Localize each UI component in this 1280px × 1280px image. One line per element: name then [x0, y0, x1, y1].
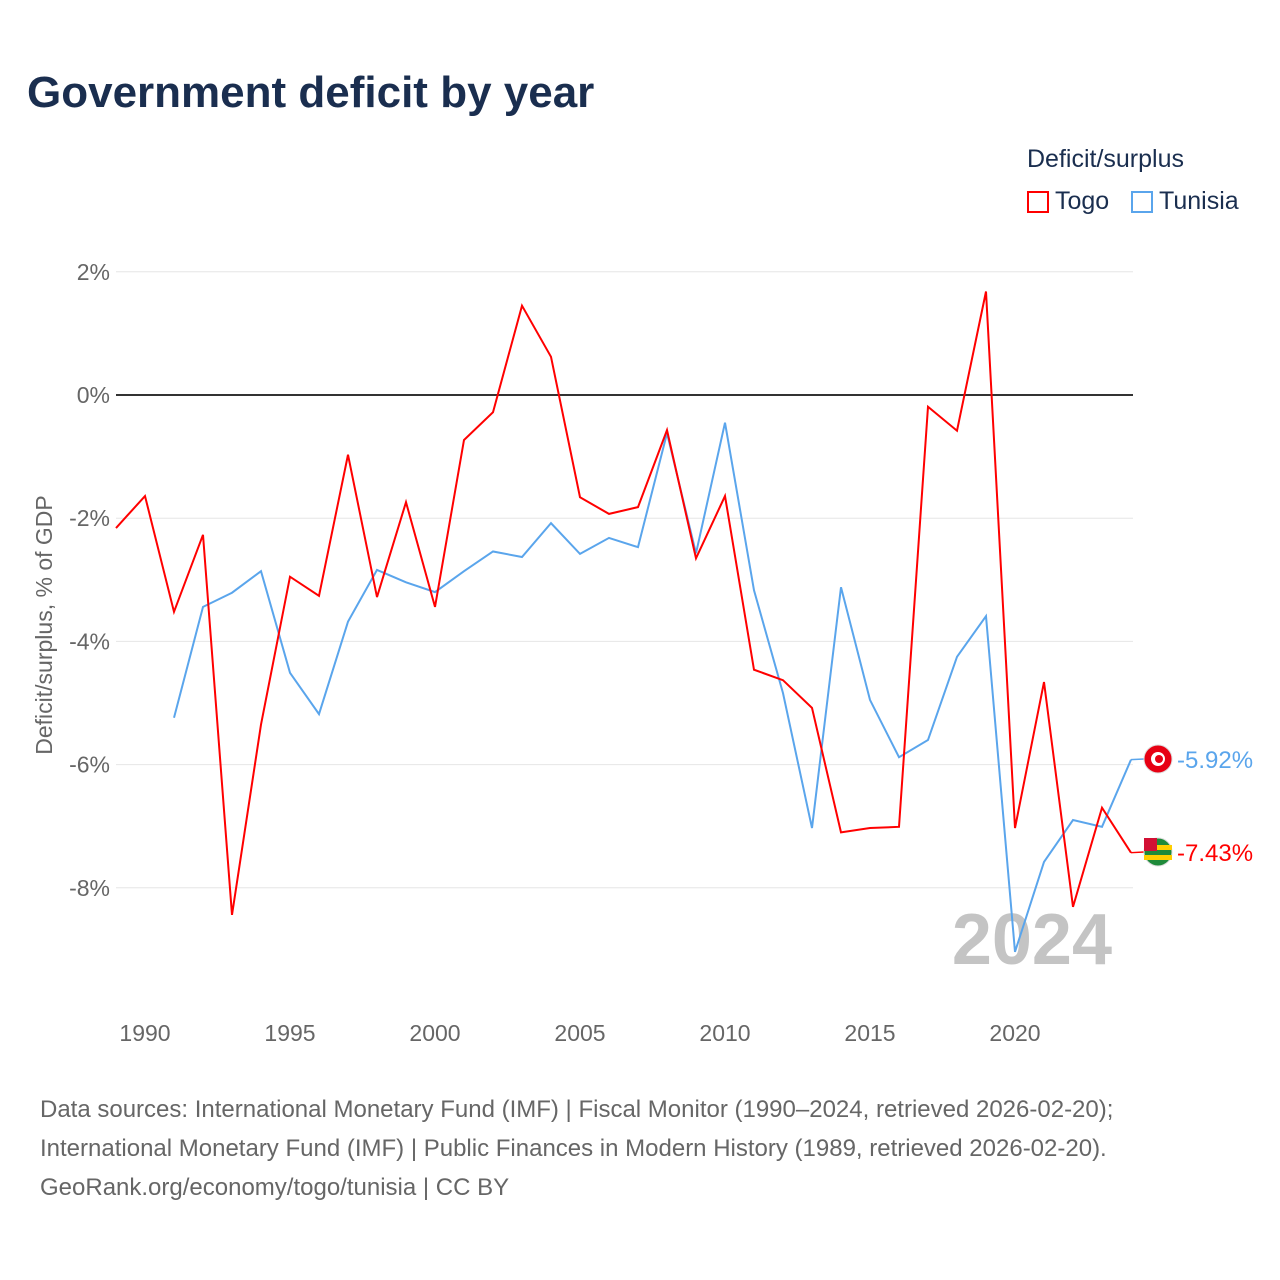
- end-label-togo: -7.43%: [1177, 840, 1253, 867]
- legend-item-tunisia[interactable]: Tunisia: [1131, 187, 1239, 216]
- flag-canton: [1144, 838, 1157, 851]
- end-label-tunisia: -5.92%: [1177, 747, 1253, 774]
- x-tick-label: 1990: [119, 1020, 170, 1046]
- source-line: Data sources: International Monetary Fun…: [40, 1096, 1114, 1123]
- flag-stripe: [1144, 845, 1172, 850]
- sources: Data sources: International Monetary Fun…: [40, 1090, 1113, 1207]
- legend-item-togo[interactable]: Togo: [1027, 187, 1109, 216]
- end-connector: [1130, 851, 1146, 854]
- x-tick-label: 2000: [409, 1020, 460, 1046]
- chart-title: Government deficit by year: [27, 68, 595, 117]
- y-tick-label: -6%: [69, 752, 110, 778]
- legend-swatch-tunisia: [1131, 190, 1153, 213]
- x-tick-label: 2010: [699, 1020, 750, 1046]
- y-tick-label: 0%: [77, 382, 110, 408]
- x-tick-label: 1995: [264, 1020, 315, 1046]
- x-tick-label: 2015: [844, 1020, 895, 1046]
- flag-crescent: [1155, 755, 1163, 763]
- end-connector: [1130, 758, 1146, 761]
- flag-stripe: [1144, 855, 1172, 860]
- legend-label: Togo: [1055, 187, 1110, 215]
- source-line[interactable]: GeoRank.org/economy/togo/tunisia | CC BY: [40, 1174, 510, 1201]
- x-tick-label: 2020: [989, 1020, 1040, 1046]
- source-line: International Monetary Fund (IMF) | Publ…: [40, 1135, 1107, 1162]
- x-tick-label: 2005: [554, 1020, 605, 1046]
- year-watermark: 2024: [952, 900, 1112, 980]
- y-tick-label: -4%: [69, 628, 110, 654]
- y-tick-label: 2%: [77, 259, 110, 285]
- legend-title: Deficit/surplus: [1027, 145, 1184, 173]
- y-axis-label: Deficit/surplus, % of GDP: [31, 495, 57, 754]
- legend-swatch-togo: [1027, 190, 1049, 213]
- y-tick-label: -8%: [69, 875, 110, 901]
- series-line-tunisia: [173, 422, 1132, 953]
- series-line-togo: [115, 291, 1132, 916]
- legend-label: Tunisia: [1159, 187, 1239, 215]
- y-tick-label: -2%: [69, 505, 110, 531]
